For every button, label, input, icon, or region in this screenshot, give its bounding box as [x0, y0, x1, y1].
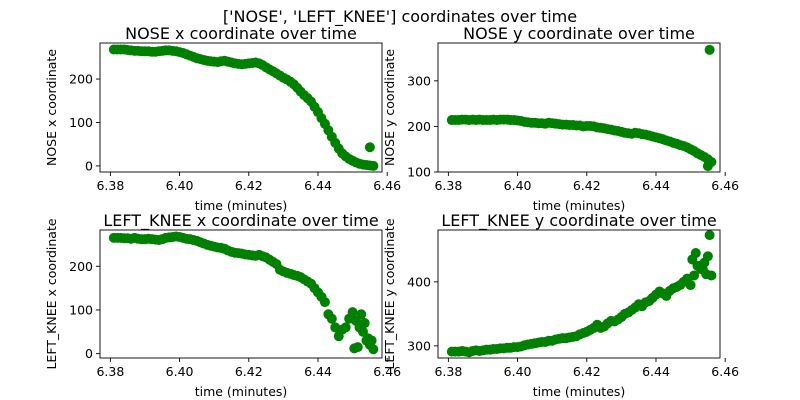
y-axis-label: LEFT_KNEE y coordinate: [382, 218, 397, 369]
x-tick-label: 6.46: [373, 178, 401, 193]
data-point: [366, 335, 377, 346]
subplot-title: NOSE x coordinate over time: [125, 24, 357, 43]
x-axis-label: time (minutes): [533, 384, 626, 399]
x-tick-label: 6.44: [304, 178, 332, 193]
x-tick-label: 6.44: [642, 178, 670, 193]
x-tick-label: 6.38: [434, 178, 462, 193]
x-tick-label: 6.42: [573, 178, 601, 193]
x-axis-label: time (minutes): [533, 198, 626, 213]
subplot-3: 6.38 6.40 6.42 6.44 6.46 0 100 200 LEFT_KNEE x c…: [44, 211, 401, 399]
data-point: [702, 161, 713, 172]
y-tick-label: 300: [407, 73, 431, 88]
subplot-title: NOSE y coordinate over time: [463, 24, 695, 43]
x-tick-label: 6.40: [166, 364, 194, 379]
x-axis-label: time (minutes): [195, 384, 288, 399]
data-point: [704, 230, 715, 241]
x-tick-label: 6.46: [373, 364, 401, 379]
y-tick-label: 100: [69, 115, 93, 130]
x-tick-label: 6.38: [96, 364, 124, 379]
y-axis-label: LEFT_KNEE x coordinate: [44, 218, 59, 369]
x-tick-label: 6.44: [642, 364, 670, 379]
subplot-1: 6.38 6.40 6.42 6.44 6.46 0 100 200 NOSE x coordi…: [44, 24, 401, 213]
data-point: [359, 318, 370, 329]
y-tick-label: 400: [407, 274, 431, 289]
subplot-4: 6.38 6.40 6.42 6.44 6.46 300 400 LEFT_KNEE y co…: [382, 211, 739, 399]
subplot-title: LEFT_KNEE y coordinate over time: [441, 211, 716, 231]
axes-frame: [99, 42, 383, 173]
data-point: [702, 251, 713, 262]
x-tick-label: 6.40: [504, 178, 532, 193]
data-point: [356, 309, 367, 320]
data-point: [690, 248, 701, 259]
data-point: [368, 344, 379, 355]
data-point: [326, 313, 337, 324]
x-tick-label: 6.42: [235, 364, 263, 379]
x-tick-label: 6.40: [504, 364, 532, 379]
x-tick-label: 6.46: [711, 364, 739, 379]
data-point: [364, 142, 375, 153]
axes-frame: [437, 229, 721, 359]
x-tick-label: 6.46: [711, 178, 739, 193]
data-point: [701, 269, 712, 280]
y-tick-label: 200: [407, 119, 431, 134]
data-point: [704, 44, 715, 55]
y-tick-label: 0: [85, 346, 93, 361]
x-axis-label: time (minutes): [195, 198, 288, 213]
points-4: [446, 230, 717, 358]
data-point: [319, 297, 330, 308]
points-1: [108, 44, 379, 171]
axes-frame: [437, 42, 721, 173]
x-tick-label: 6.42: [235, 178, 263, 193]
x-tick-label: 6.38: [434, 364, 462, 379]
data-point: [685, 280, 696, 291]
data-point: [347, 307, 358, 318]
x-tick-label: 6.40: [166, 178, 194, 193]
y-tick-label: 200: [69, 259, 93, 274]
points-2: [446, 44, 717, 172]
x-tick-label: 6.38: [96, 178, 124, 193]
x-tick-label: 6.42: [573, 364, 601, 379]
y-tick-label: 200: [69, 72, 93, 87]
subplots-container: 6.38 6.40 6.42 6.44 6.46 0 100 200 NOSE x coordi…: [44, 24, 739, 399]
y-tick-label: 100: [69, 302, 93, 317]
data-point: [352, 342, 363, 353]
points-3: [108, 231, 379, 355]
data-point: [368, 160, 379, 171]
y-axis-label: NOSE x coordinate: [44, 49, 59, 166]
data-point: [340, 322, 351, 333]
figure-suptitle: ['NOSE', 'LEFT_KNEE'] coordinates over t…: [223, 7, 577, 27]
y-tick-label: 100: [407, 165, 431, 180]
y-axis-label: NOSE y coordinate: [382, 49, 397, 166]
y-tick-label: 0: [85, 158, 93, 173]
axes-frame: [99, 229, 383, 359]
subplot-2: 6.38 6.40 6.42 6.44 6.46 100 200 300 NOSE y coor…: [382, 24, 739, 213]
subplot-title: LEFT_KNEE x coordinate over time: [103, 211, 378, 231]
y-tick-label: 300: [407, 338, 431, 353]
data-point: [689, 270, 700, 281]
x-tick-label: 6.44: [304, 364, 332, 379]
